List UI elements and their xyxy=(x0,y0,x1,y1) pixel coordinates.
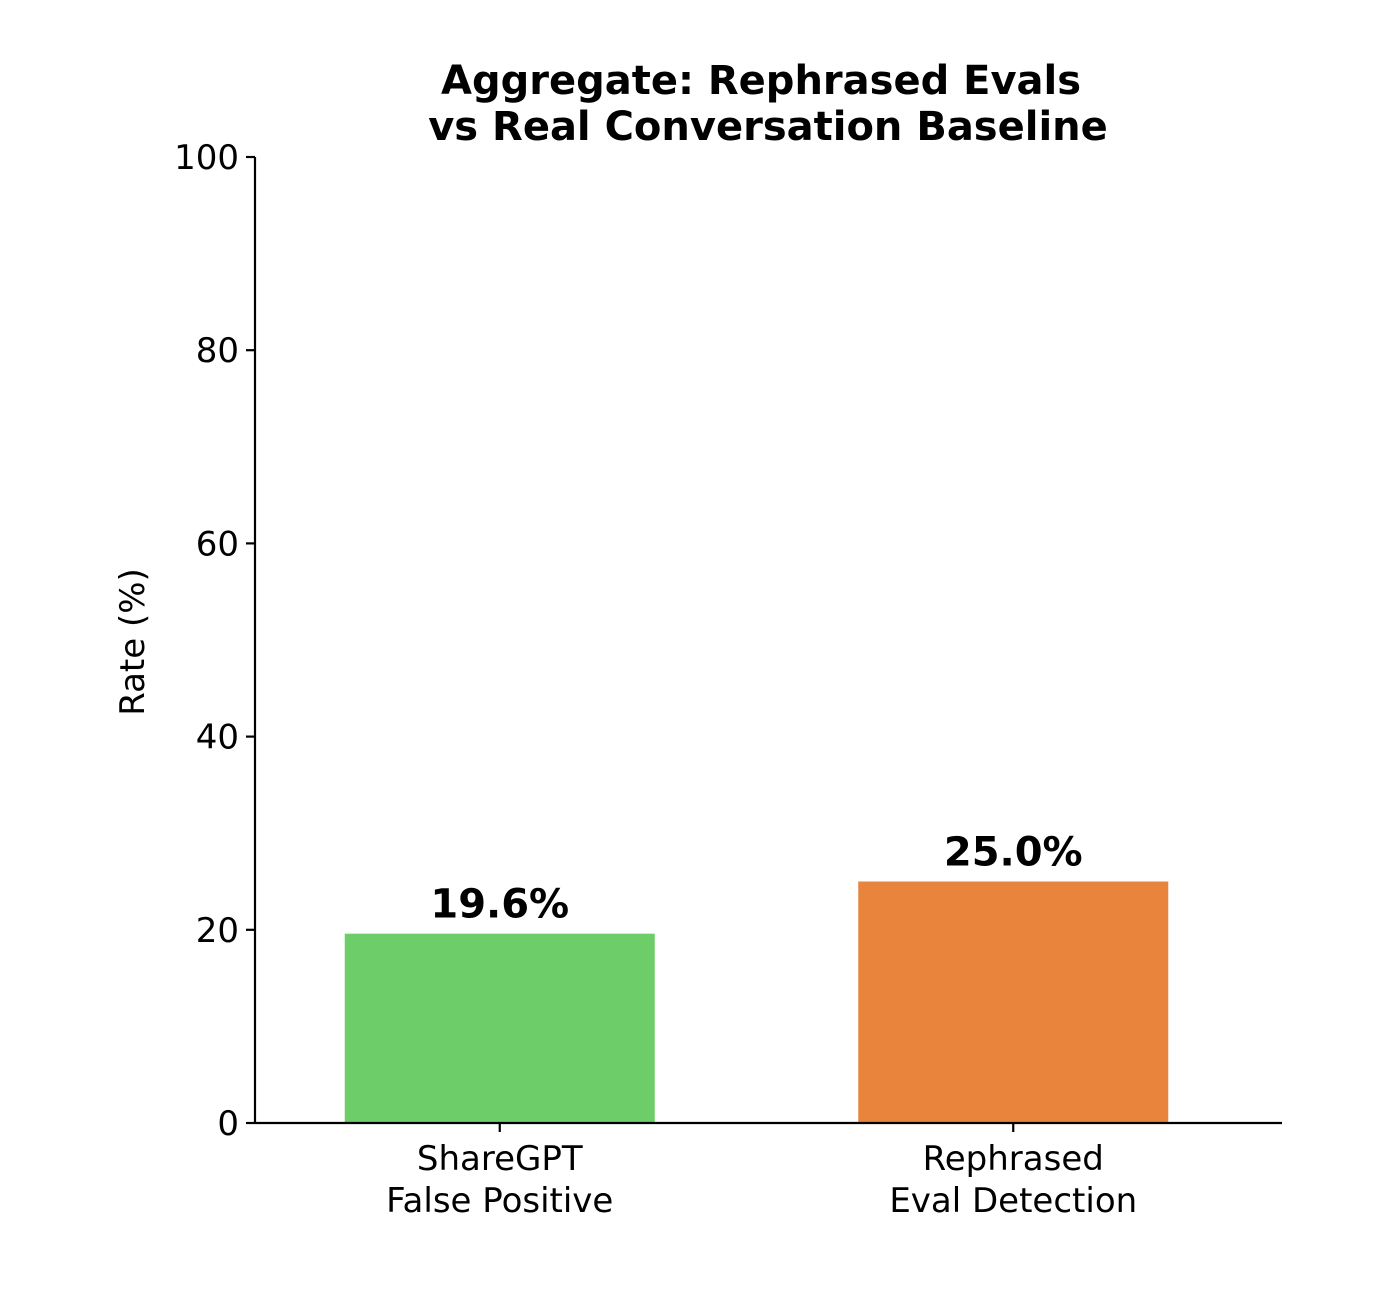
chart-title-line-1: Aggregate: Rephrased Evals xyxy=(441,58,1081,104)
x-tick-label-line: False Positive xyxy=(386,1181,613,1221)
bar-value-labels: 19.6% 25.0% xyxy=(430,830,1082,928)
x-tick-label-line: Rephrased xyxy=(923,1139,1104,1179)
y-tick-label: 20 xyxy=(196,911,239,951)
y-tick-label: 80 xyxy=(196,331,239,371)
bar-value-label: 19.6% xyxy=(430,882,569,928)
x-tick-label-line: ShareGPT xyxy=(417,1139,583,1179)
y-tick-label: 60 xyxy=(196,524,239,564)
x-axis-ticks: ShareGPT False Positive Rephrased Eval Dete… xyxy=(386,1123,1137,1221)
x-tick-label: Rephrased Eval Detection xyxy=(889,1139,1137,1221)
chart-title-line-2: vs Real Conversation Baseline xyxy=(428,104,1108,150)
x-tick-label-line: Eval Detection xyxy=(889,1181,1137,1221)
bar xyxy=(344,933,655,1123)
y-tick-label: 100 xyxy=(174,138,239,178)
bar xyxy=(858,881,1169,1123)
chart-title: Aggregate: Rephrased Evals vs Real Conve… xyxy=(428,58,1108,150)
x-tick-label: ShareGPT False Positive xyxy=(386,1139,613,1221)
y-tick-label: 0 xyxy=(217,1104,239,1144)
y-tick-label: 40 xyxy=(196,718,239,758)
y-axis-ticks: 0 20 40 60 80 100 xyxy=(174,138,255,1144)
y-axis-label: Rate (%) xyxy=(113,568,153,716)
bars xyxy=(344,881,1169,1123)
bar-value-label: 25.0% xyxy=(944,830,1083,876)
